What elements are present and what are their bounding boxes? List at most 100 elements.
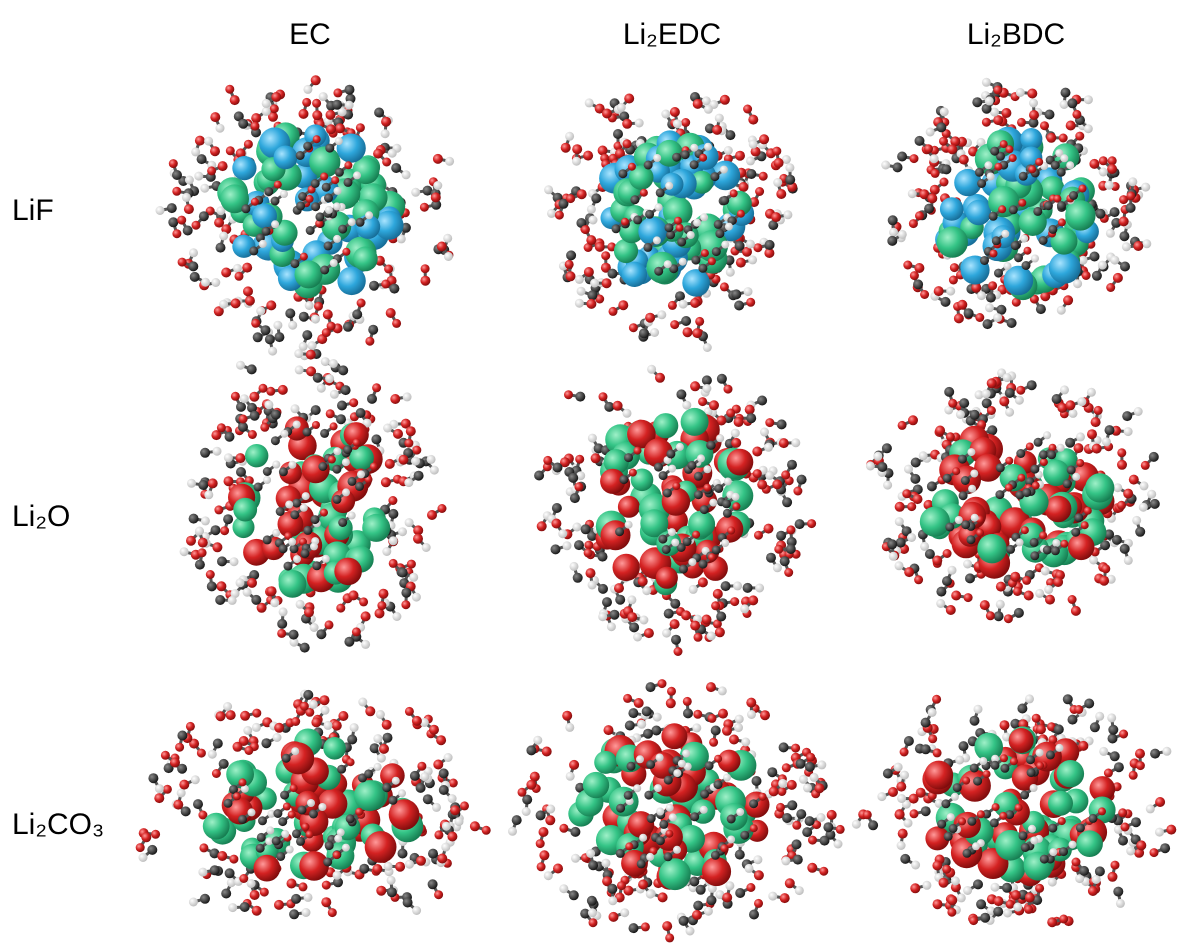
atom xyxy=(323,737,346,760)
atom xyxy=(1052,394,1062,404)
atom xyxy=(1044,585,1053,594)
atom xyxy=(970,764,979,773)
atom xyxy=(959,398,969,408)
atom xyxy=(716,612,726,622)
atom xyxy=(796,809,806,819)
atom xyxy=(1068,595,1077,604)
atom xyxy=(627,762,636,771)
column-header: Li₂BDC xyxy=(967,18,1065,51)
atom xyxy=(278,817,287,826)
atom xyxy=(977,291,986,300)
atom xyxy=(198,548,207,557)
atom xyxy=(712,546,721,555)
atom xyxy=(725,223,733,231)
atom xyxy=(1005,484,1013,492)
atom xyxy=(216,243,226,253)
atom xyxy=(746,298,755,307)
atom xyxy=(725,881,734,890)
atom xyxy=(692,328,702,338)
atom xyxy=(1016,449,1025,458)
atom xyxy=(1126,191,1135,200)
atom xyxy=(281,830,289,838)
atom xyxy=(354,780,385,811)
atom xyxy=(782,497,792,507)
atom xyxy=(976,529,984,537)
atom xyxy=(1030,538,1039,547)
atom xyxy=(277,629,286,638)
atom xyxy=(670,599,680,609)
atom xyxy=(1059,847,1068,856)
atom xyxy=(411,457,420,466)
atom xyxy=(154,793,164,803)
atom xyxy=(1108,734,1118,744)
atom xyxy=(664,609,674,619)
atom xyxy=(749,140,758,149)
atom xyxy=(702,375,712,385)
atom xyxy=(662,629,671,638)
atom xyxy=(330,390,339,399)
atom xyxy=(904,736,914,746)
atom xyxy=(1065,438,1075,448)
atom xyxy=(942,576,952,586)
atom xyxy=(1135,749,1145,759)
atom xyxy=(558,529,567,538)
atom xyxy=(280,430,288,438)
atom xyxy=(189,248,198,257)
atom xyxy=(312,99,321,108)
atom xyxy=(958,455,967,464)
atom xyxy=(740,831,749,840)
atom xyxy=(746,240,755,249)
atom xyxy=(334,835,342,843)
atom xyxy=(1092,444,1102,454)
atom xyxy=(688,461,697,470)
atom xyxy=(264,187,273,196)
atom xyxy=(271,92,281,102)
atom xyxy=(608,269,618,279)
atom xyxy=(1074,705,1083,714)
atom xyxy=(883,769,893,779)
atom xyxy=(655,373,665,383)
atom xyxy=(937,226,968,257)
atom xyxy=(223,514,233,524)
atom xyxy=(659,858,691,890)
atom xyxy=(868,820,878,830)
atom xyxy=(575,392,585,402)
atom xyxy=(279,607,288,616)
atom xyxy=(291,894,301,904)
atom xyxy=(1018,199,1026,207)
atom xyxy=(337,267,365,295)
atom xyxy=(306,195,314,203)
atom xyxy=(1032,482,1040,490)
atom xyxy=(910,154,919,163)
atom xyxy=(1057,168,1066,177)
atom xyxy=(431,192,441,202)
atom xyxy=(743,583,753,593)
atom xyxy=(412,906,421,915)
atom xyxy=(566,194,575,203)
atom xyxy=(1122,411,1132,421)
atom xyxy=(218,161,228,171)
atom xyxy=(302,330,312,340)
atom xyxy=(1039,236,1048,245)
atom xyxy=(805,762,815,772)
atom xyxy=(325,374,334,383)
atom xyxy=(966,200,991,225)
atom xyxy=(1063,295,1073,305)
atom xyxy=(721,241,729,249)
atom xyxy=(321,897,331,907)
atom xyxy=(583,151,593,161)
atom xyxy=(715,627,725,637)
atom xyxy=(1092,271,1102,281)
atom xyxy=(379,589,389,599)
atom xyxy=(1026,443,1034,451)
atom xyxy=(326,124,336,134)
atom xyxy=(228,596,237,605)
atom xyxy=(914,263,924,273)
atom xyxy=(179,780,189,790)
atom xyxy=(1123,489,1133,499)
atom xyxy=(221,268,231,278)
atom xyxy=(211,525,221,535)
atom xyxy=(984,161,992,169)
atom xyxy=(618,169,627,178)
atom xyxy=(270,104,279,113)
